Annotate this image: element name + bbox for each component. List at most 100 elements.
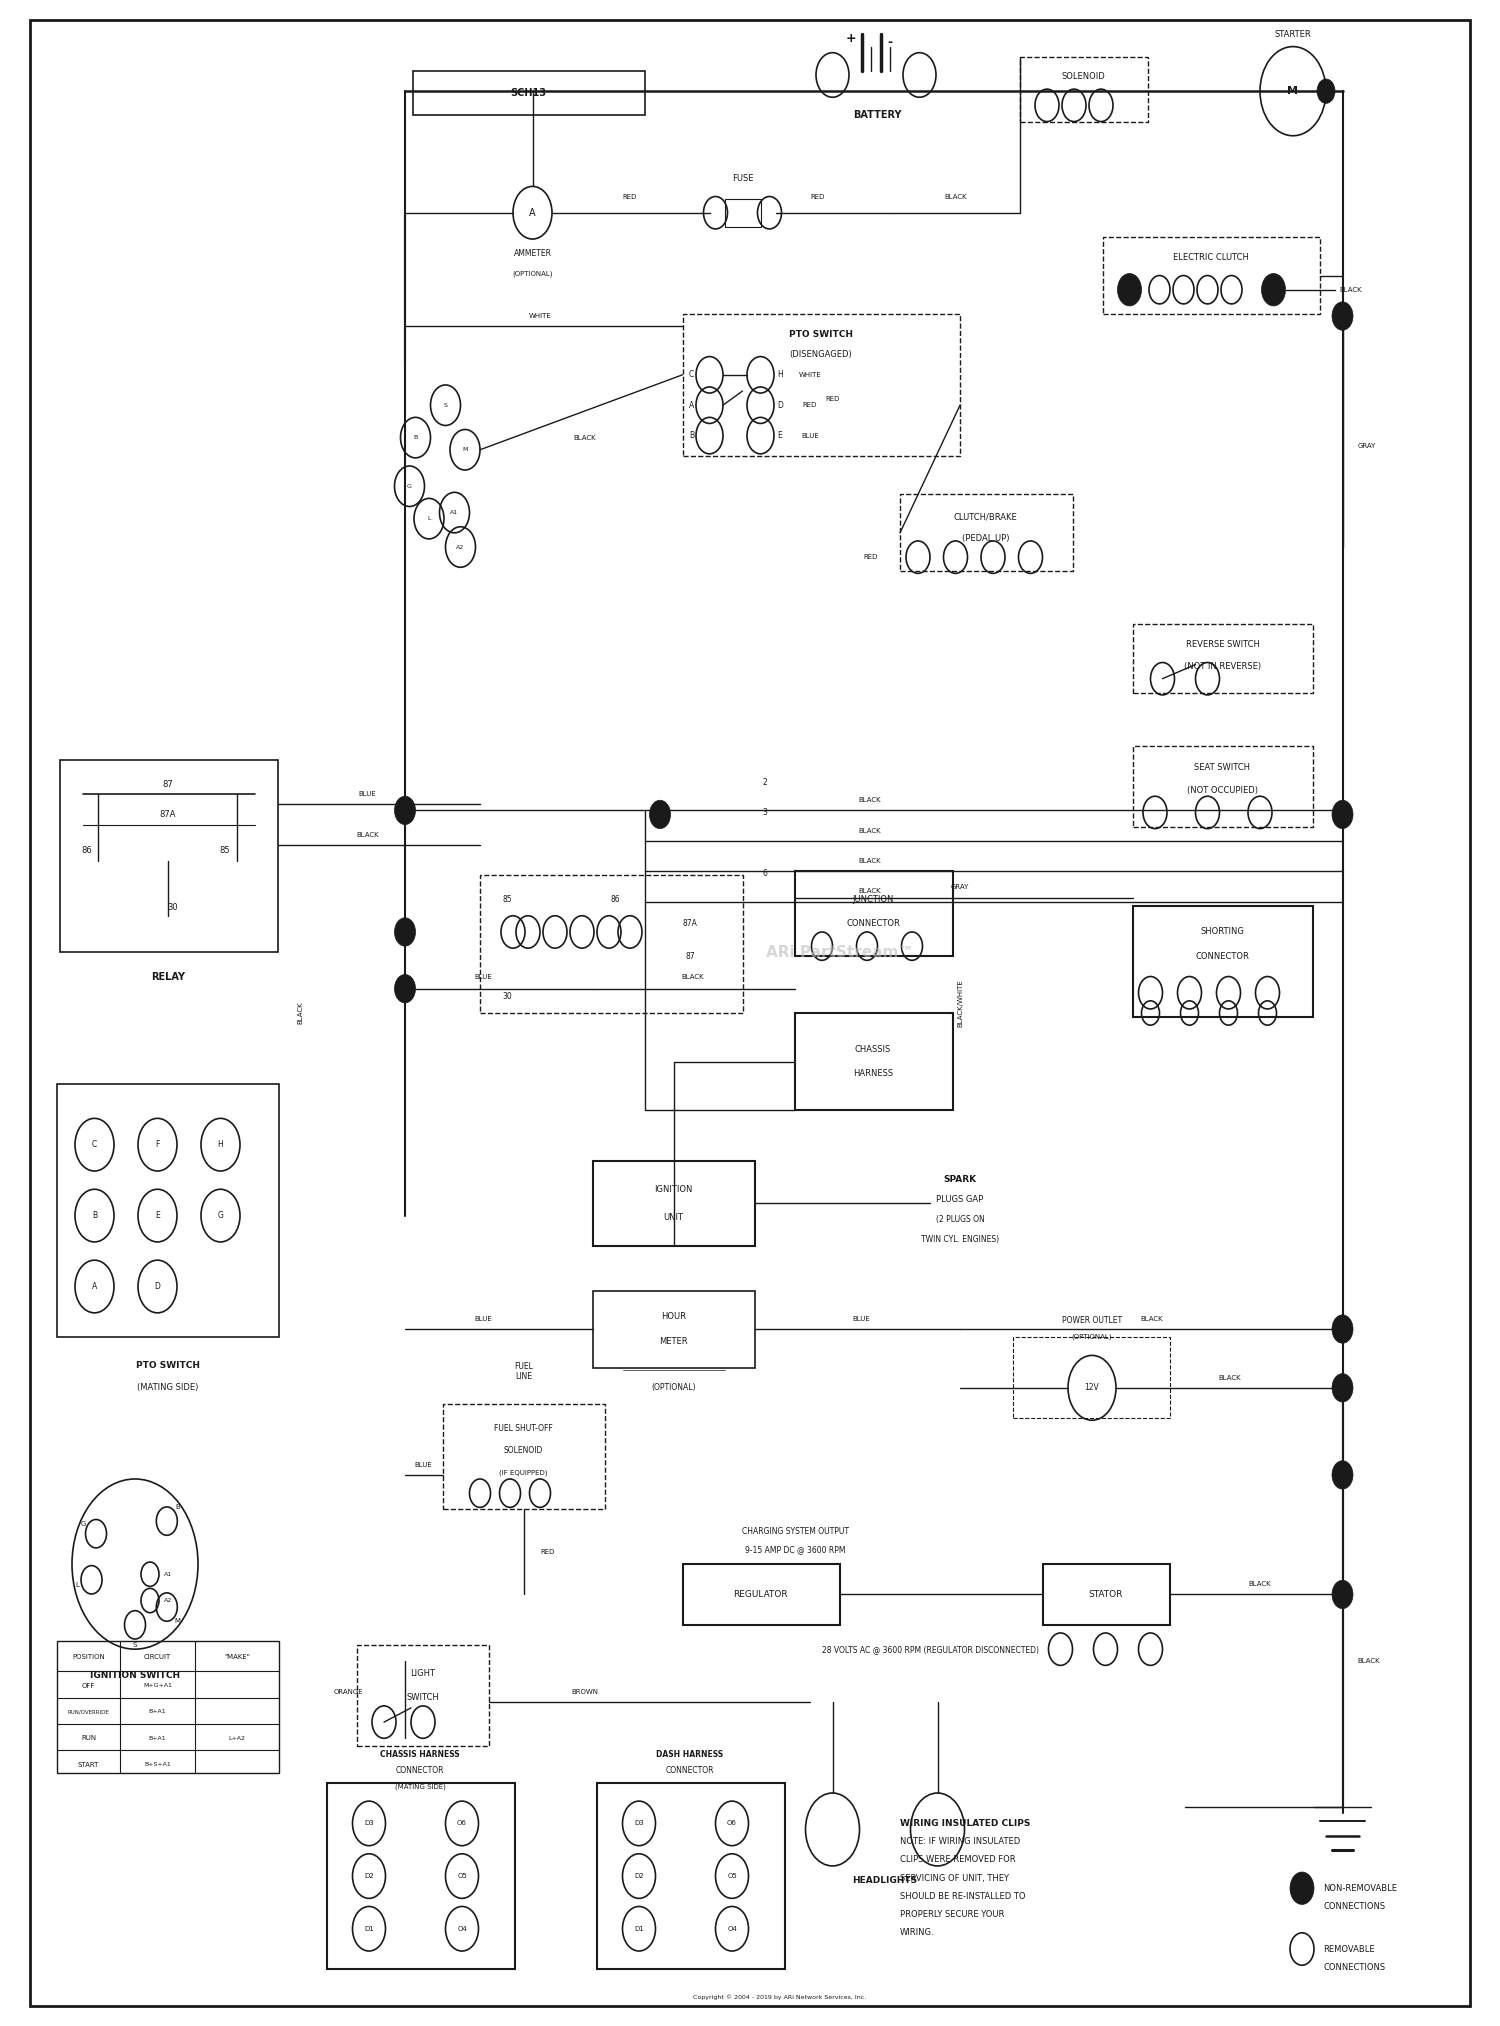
Text: SOLENOID: SOLENOID — [504, 1447, 543, 1455]
Text: CONNECTOR: CONNECTOR — [1196, 952, 1249, 960]
Text: Copyright © 2004 - 2019 by ARi Network Services, Inc.: Copyright © 2004 - 2019 by ARi Network S… — [693, 1996, 867, 2000]
Text: CONNECTIONS: CONNECTIONS — [1323, 1902, 1384, 1911]
Text: OFF: OFF — [82, 1684, 94, 1688]
Text: POWER OUTLET: POWER OUTLET — [1062, 1317, 1122, 1325]
Text: B: B — [176, 1503, 180, 1509]
Text: RED: RED — [862, 555, 877, 559]
Text: (MATING SIDE): (MATING SIDE) — [138, 1384, 198, 1392]
Text: 87A: 87A — [682, 920, 698, 928]
Text: RELAY: RELAY — [152, 972, 184, 981]
Text: BLACK: BLACK — [681, 975, 705, 979]
Text: B: B — [688, 432, 694, 440]
Text: (OPTIONAL): (OPTIONAL) — [512, 269, 552, 278]
Text: PTO SWITCH: PTO SWITCH — [136, 1361, 200, 1370]
Text: WHITE: WHITE — [798, 373, 822, 377]
Text: SPARK: SPARK — [944, 1175, 976, 1183]
Text: BLACK: BLACK — [1248, 1582, 1272, 1586]
Text: C: C — [688, 371, 694, 379]
Text: REMOVABLE: REMOVABLE — [1323, 1945, 1374, 1953]
Text: M+G+A1: M+G+A1 — [142, 1684, 172, 1688]
Text: O5: O5 — [728, 1874, 736, 1878]
Text: RUN: RUN — [81, 1736, 96, 1740]
Text: A: A — [688, 401, 694, 409]
Text: RED: RED — [622, 194, 638, 199]
Text: BLACK: BLACK — [1358, 1659, 1380, 1663]
Text: WIRING.: WIRING. — [900, 1929, 934, 1937]
Text: HEADLIGHTS: HEADLIGHTS — [852, 1876, 918, 1884]
Text: FUEL
LINE: FUEL LINE — [514, 1361, 532, 1382]
Text: SHORTING: SHORTING — [1200, 928, 1245, 936]
Text: PLUGS GAP: PLUGS GAP — [936, 1195, 984, 1203]
Text: ELECTRIC CLUTCH: ELECTRIC CLUTCH — [1173, 253, 1248, 261]
Text: (NOT OCCUPIED): (NOT OCCUPIED) — [1186, 786, 1258, 794]
Text: B: B — [92, 1212, 98, 1220]
Circle shape — [1118, 274, 1142, 306]
Text: 30: 30 — [166, 904, 178, 912]
Text: HARNESS: HARNESS — [853, 1070, 892, 1078]
Text: IGNITION SWITCH: IGNITION SWITCH — [90, 1671, 180, 1680]
Text: DASH HARNESS: DASH HARNESS — [657, 1750, 723, 1759]
Text: CHASSIS: CHASSIS — [855, 1045, 891, 1054]
Text: A2: A2 — [456, 545, 465, 549]
Text: STARTER: STARTER — [1275, 30, 1311, 38]
Text: HOUR: HOUR — [662, 1313, 686, 1321]
Text: SCH13: SCH13 — [510, 89, 546, 97]
Text: L: L — [427, 517, 430, 521]
Text: PROPERLY SECURE YOUR: PROPERLY SECURE YOUR — [900, 1911, 1005, 1919]
Text: (PEDAL UP): (PEDAL UP) — [962, 535, 1010, 543]
Circle shape — [394, 796, 416, 825]
Text: (MATING SIDE): (MATING SIDE) — [394, 1783, 445, 1791]
Text: BLUE: BLUE — [358, 792, 376, 796]
Text: O4: O4 — [728, 1927, 736, 1931]
Text: GRAY: GRAY — [951, 885, 969, 889]
Text: STATOR: STATOR — [1089, 1590, 1122, 1599]
Text: CIRCUIT: CIRCUIT — [144, 1655, 171, 1659]
Text: 3: 3 — [762, 808, 768, 816]
Text: (OPTIONAL): (OPTIONAL) — [651, 1384, 696, 1392]
Text: METER: METER — [658, 1337, 688, 1345]
Text: NOTE: IF WIRING INSULATED: NOTE: IF WIRING INSULATED — [900, 1838, 1020, 1846]
Text: 6: 6 — [762, 869, 768, 877]
Text: UNIT: UNIT — [663, 1214, 684, 1222]
Circle shape — [1332, 1580, 1353, 1609]
Text: PTO SWITCH: PTO SWITCH — [789, 330, 852, 338]
Text: ARi PartStream™: ARi PartStream™ — [766, 944, 914, 960]
Text: CONNECTOR: CONNECTOR — [846, 920, 900, 928]
Text: O6: O6 — [728, 1821, 736, 1825]
Text: M: M — [462, 448, 468, 452]
Text: START: START — [78, 1763, 99, 1767]
Text: 87: 87 — [162, 780, 174, 788]
Text: L+A2: L+A2 — [228, 1736, 246, 1740]
Text: CLIPS WERE REMOVED FOR: CLIPS WERE REMOVED FOR — [900, 1856, 1016, 1864]
Text: D1: D1 — [634, 1927, 644, 1931]
Text: BROWN: BROWN — [572, 1690, 598, 1694]
Text: G: G — [217, 1212, 223, 1220]
Text: BLACK: BLACK — [858, 798, 882, 802]
Text: B+A1: B+A1 — [148, 1736, 166, 1740]
Text: RUN/OVERRIDE: RUN/OVERRIDE — [68, 1710, 110, 1714]
Text: M: M — [174, 1619, 180, 1625]
Text: (IF EQUIPPED): (IF EQUIPPED) — [500, 1469, 548, 1477]
Text: 28 VOLTS AC @ 3600 RPM (REGULATOR DISCONNECTED): 28 VOLTS AC @ 3600 RPM (REGULATOR DISCON… — [822, 1645, 1038, 1653]
Text: (OPTIONAL): (OPTIONAL) — [1071, 1333, 1112, 1341]
Text: 87A: 87A — [159, 810, 176, 819]
Text: S: S — [444, 403, 447, 407]
Text: BLACK: BLACK — [573, 436, 597, 440]
Text: WIRING INSULATED CLIPS: WIRING INSULATED CLIPS — [900, 1819, 1030, 1827]
Text: BLACK: BLACK — [1218, 1376, 1242, 1380]
Text: BLUE: BLUE — [852, 1317, 870, 1321]
Text: G: G — [406, 484, 412, 488]
Text: CHARGING SYSTEM OUTPUT: CHARGING SYSTEM OUTPUT — [741, 1528, 849, 1536]
Text: ORANGE: ORANGE — [333, 1690, 363, 1694]
Text: S: S — [134, 1643, 136, 1647]
Text: +: + — [844, 32, 856, 45]
Text: RED: RED — [810, 194, 825, 199]
Text: M: M — [1287, 87, 1299, 95]
Text: WHITE: WHITE — [528, 314, 552, 318]
Text: LIGHT: LIGHT — [411, 1669, 435, 1678]
Text: -: - — [886, 36, 892, 49]
Text: NON-REMOVABLE: NON-REMOVABLE — [1323, 1884, 1396, 1892]
Text: B+A1: B+A1 — [148, 1710, 166, 1714]
Circle shape — [394, 975, 416, 1003]
Text: B+S+A1: B+S+A1 — [144, 1763, 171, 1767]
